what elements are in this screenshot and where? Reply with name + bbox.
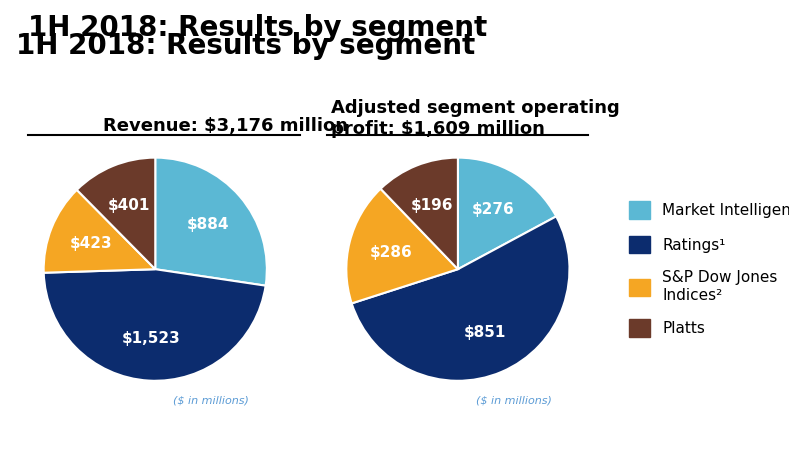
- Wedge shape: [155, 158, 267, 286]
- Wedge shape: [346, 189, 458, 303]
- Wedge shape: [77, 158, 155, 269]
- Text: $423: $423: [69, 236, 112, 251]
- Wedge shape: [380, 158, 458, 269]
- Text: Revenue: $3,176 million: Revenue: $3,176 million: [103, 117, 348, 135]
- Text: ($ in millions): ($ in millions): [173, 396, 249, 406]
- Text: $401: $401: [108, 198, 150, 213]
- Wedge shape: [458, 158, 556, 269]
- Wedge shape: [43, 269, 266, 381]
- Text: $1,523: $1,523: [122, 331, 181, 346]
- Text: 1H 2018: Results by segment: 1H 2018: Results by segment: [16, 32, 475, 59]
- Text: $884: $884: [186, 216, 229, 232]
- Text: Adjusted segment operating
profit: $1,609 million: Adjusted segment operating profit: $1,60…: [331, 99, 620, 138]
- Wedge shape: [43, 190, 155, 273]
- Text: $196: $196: [411, 198, 454, 212]
- Text: $276: $276: [472, 202, 514, 217]
- Text: $286: $286: [369, 245, 412, 260]
- Legend: Market Intelligence, Ratings¹, S&P Dow Jones
Indices², Platts: Market Intelligence, Ratings¹, S&P Dow J…: [629, 201, 789, 337]
- Wedge shape: [352, 216, 570, 381]
- Text: $851: $851: [464, 325, 507, 340]
- Text: 1H 2018: Results by segment: 1H 2018: Results by segment: [28, 14, 487, 41]
- Text: ($ in millions): ($ in millions): [476, 396, 552, 406]
